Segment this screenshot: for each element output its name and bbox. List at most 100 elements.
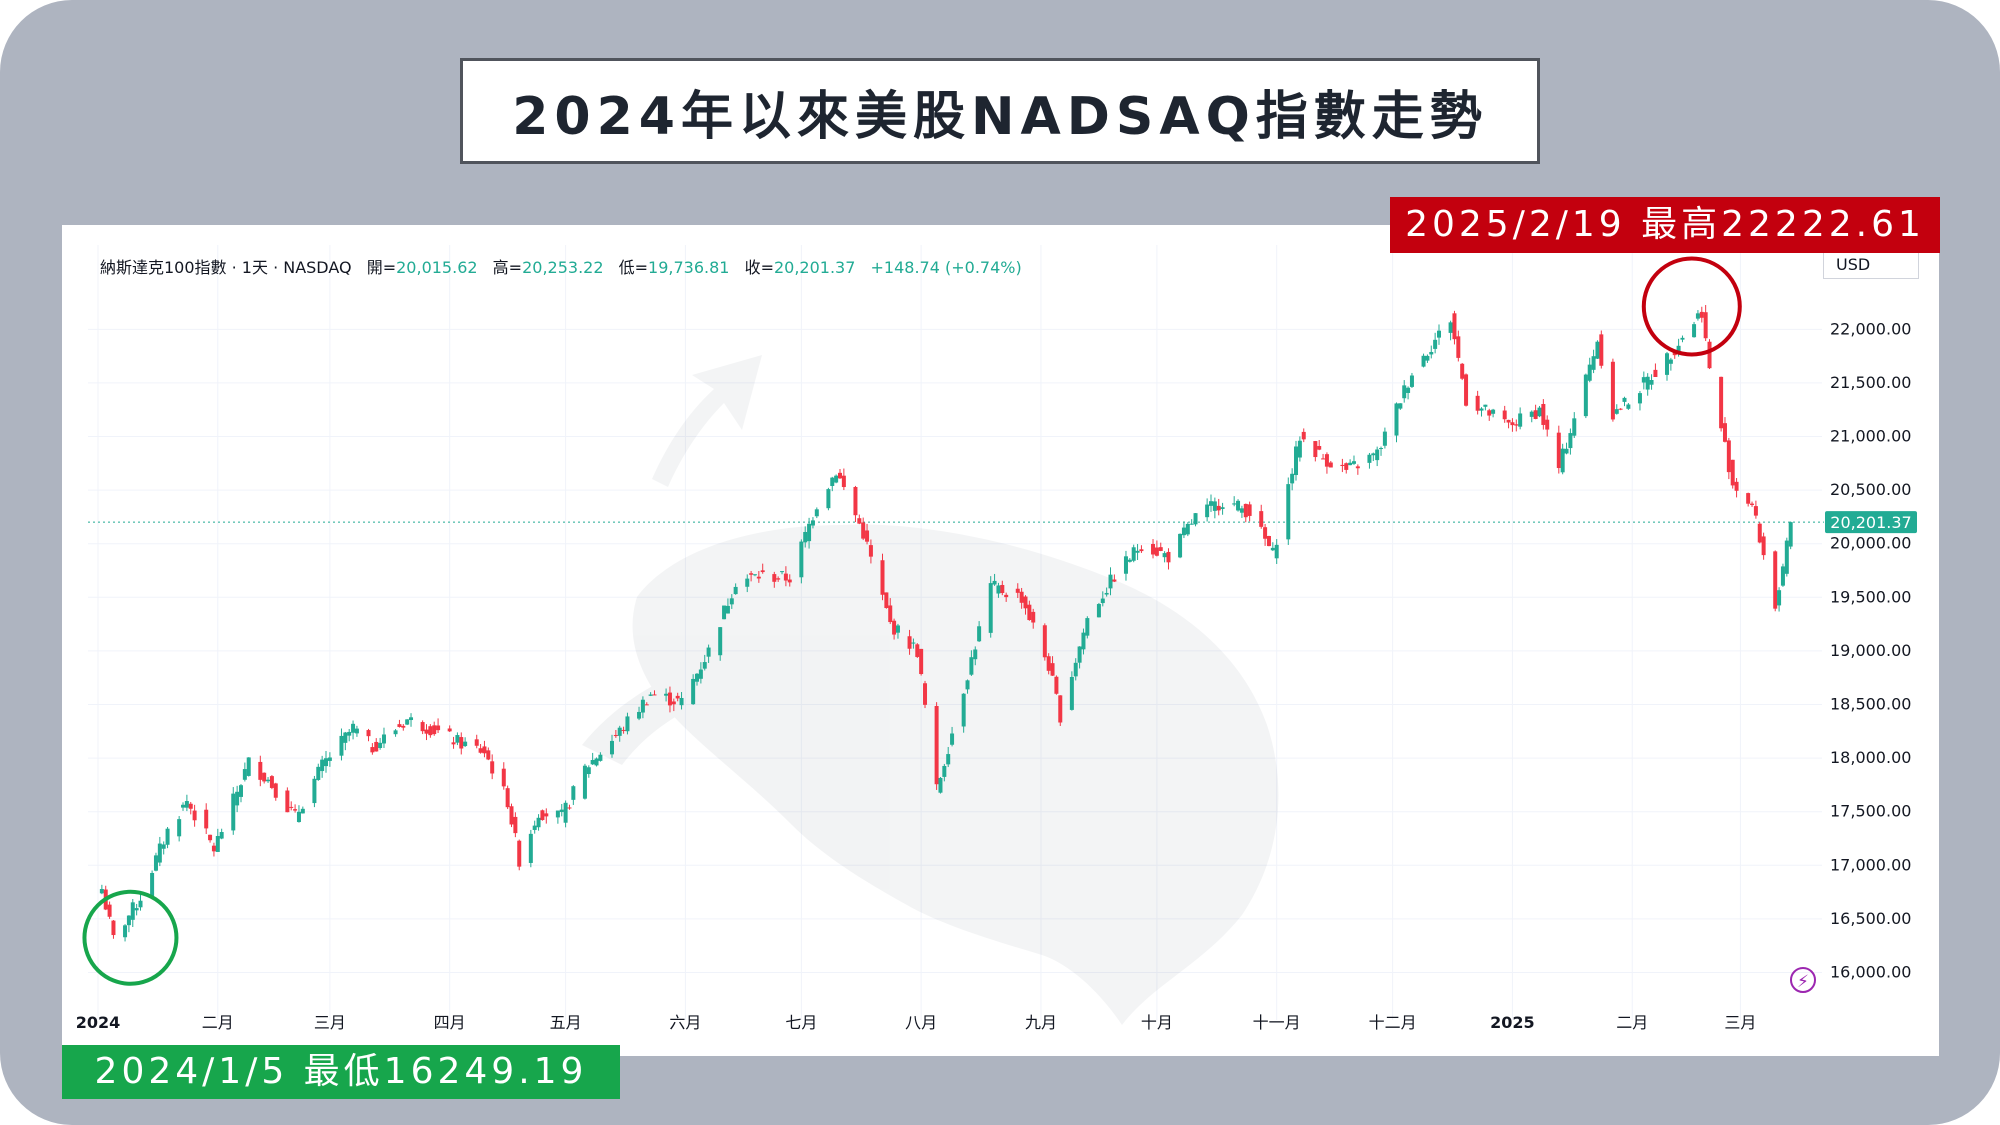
candle — [1239, 505, 1244, 518]
candle — [1456, 330, 1461, 362]
x-tick-label: 八月 — [905, 1013, 937, 1032]
candle-body — [671, 701, 676, 705]
change-value: +148.74 (+0.74%) — [870, 258, 1022, 277]
candle — [1591, 349, 1596, 374]
candle — [834, 474, 839, 484]
candle — [1649, 374, 1654, 390]
candle — [134, 903, 139, 916]
candle — [1371, 452, 1376, 462]
candle-body — [188, 803, 193, 809]
candle-body — [973, 649, 978, 660]
candle-body — [1491, 409, 1496, 414]
candle-body — [780, 571, 785, 573]
candle — [1019, 587, 1024, 609]
candle-body — [853, 487, 858, 516]
candle — [1437, 324, 1442, 345]
candle-body — [1348, 462, 1353, 466]
candle — [165, 827, 170, 849]
candle-body — [1259, 511, 1264, 527]
candle — [1479, 407, 1484, 417]
lightning-icon[interactable]: ⚡ — [1790, 967, 1816, 993]
candle-body — [884, 592, 889, 608]
candle — [1680, 335, 1685, 343]
candle-body — [1243, 503, 1248, 518]
candle-body — [1301, 431, 1306, 440]
candle-body — [756, 576, 761, 579]
candle-body — [447, 728, 452, 732]
candle-body — [1375, 449, 1380, 461]
candle-body — [1382, 431, 1387, 446]
candle-body — [1351, 461, 1356, 464]
instrument-name: 納斯達克100指數 · 1天 · NASDAQ — [100, 258, 352, 277]
candle-body — [1780, 566, 1785, 586]
candle — [327, 752, 332, 767]
candle-body — [351, 723, 356, 733]
candle — [1189, 519, 1194, 525]
candle-body — [1599, 334, 1604, 366]
low-label: 低= — [618, 258, 649, 277]
candle-body — [1367, 454, 1372, 463]
candle-body — [594, 758, 599, 766]
chart-panel[interactable]: 16,000.00 16,500.00 17,000.00 17,500.00 18,0… — [62, 225, 1939, 1056]
high-value: 20,253.22 — [522, 258, 604, 277]
candle — [1452, 310, 1457, 345]
candle — [428, 724, 433, 738]
candle — [1730, 459, 1735, 489]
candle — [1398, 403, 1403, 410]
candle — [316, 763, 321, 781]
candle-body — [1464, 374, 1469, 406]
candle — [1610, 358, 1615, 422]
candle — [536, 814, 541, 831]
candle — [1286, 477, 1291, 545]
candle — [370, 743, 375, 755]
candle — [1046, 653, 1051, 675]
candle-body — [339, 735, 344, 756]
candle — [706, 644, 711, 663]
candle-body — [1096, 604, 1101, 618]
candle — [181, 802, 186, 811]
candle — [1464, 373, 1469, 407]
candle — [123, 924, 128, 942]
candle-body — [374, 741, 379, 752]
candle — [99, 884, 104, 895]
candle — [950, 726, 955, 747]
candle-body — [1746, 493, 1751, 504]
candle — [1475, 390, 1480, 415]
candle-body — [1085, 618, 1090, 636]
candle-body — [977, 626, 982, 642]
candle-body — [1788, 522, 1793, 547]
candle — [1641, 371, 1646, 390]
candle — [1193, 512, 1198, 527]
x-tick-label: 二月 — [1616, 1013, 1648, 1032]
candle-body — [1398, 403, 1403, 409]
candle — [354, 725, 359, 737]
candle — [965, 679, 970, 694]
candle-body — [722, 605, 727, 620]
x-tick-label: 六月 — [669, 1013, 701, 1032]
candlestick-chart[interactable]: 16,000.00 16,500.00 17,000.00 17,500.00 18,0… — [62, 225, 1939, 1056]
currency-selector[interactable]: USD — [1823, 249, 1919, 279]
close-label: 收= — [744, 258, 774, 277]
candle — [907, 629, 912, 655]
candle — [1050, 656, 1055, 676]
candle-body — [285, 790, 290, 813]
candle-body — [861, 522, 866, 539]
x-tick-label: 十二月 — [1369, 1013, 1417, 1032]
candle-body — [478, 748, 483, 753]
candle-body — [598, 754, 603, 761]
candle — [1232, 496, 1237, 507]
candle-body — [99, 889, 104, 894]
candle — [613, 729, 618, 738]
candle-body — [946, 754, 951, 765]
candle — [1529, 410, 1534, 423]
candle-body — [463, 741, 468, 747]
candle-body — [1595, 341, 1600, 359]
candle — [745, 574, 750, 593]
candle — [1162, 551, 1167, 563]
candle-body — [567, 807, 572, 809]
candle — [1750, 501, 1755, 507]
candle — [1537, 405, 1542, 418]
candle-body — [1073, 662, 1078, 677]
candle — [942, 763, 947, 782]
candle-body — [814, 509, 819, 517]
